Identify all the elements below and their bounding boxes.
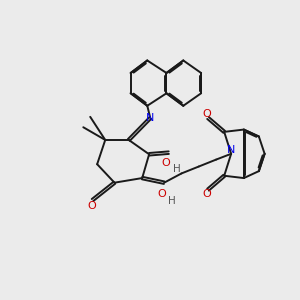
Text: N: N (227, 145, 235, 155)
Text: N: N (146, 113, 154, 123)
Text: O: O (87, 201, 96, 211)
Text: O: O (158, 189, 166, 199)
Text: O: O (202, 189, 211, 199)
Text: O: O (161, 158, 170, 168)
Text: O: O (202, 109, 211, 119)
Text: H: H (168, 196, 176, 206)
Text: H: H (173, 164, 181, 174)
